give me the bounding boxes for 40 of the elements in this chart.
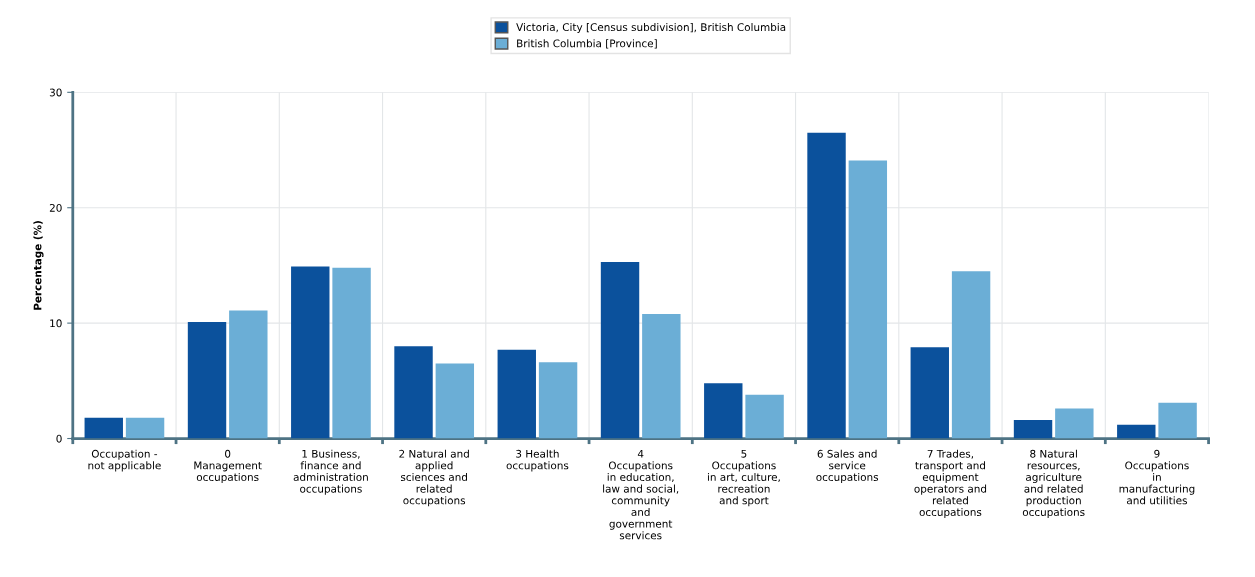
bar	[84, 417, 123, 439]
legend-label: Victoria, City [Census subdivision], British Columbia	[516, 23, 786, 34]
y-tick-label: 10	[50, 319, 62, 328]
bar	[807, 132, 846, 439]
x-tick-label: 3 Health occupations	[506, 449, 569, 472]
y-tick-label: 0	[56, 434, 62, 443]
x-tick-label: 2 Natural and applied sciences and related occupations	[399, 449, 469, 507]
x-tick-label: 8 Natural resources, agriculture and related production occupations	[1022, 449, 1085, 519]
bar	[229, 310, 268, 439]
bar	[951, 271, 991, 439]
x-tick-label: Occupation - not applicable	[88, 449, 161, 472]
x-tick-label: 9 Occupations in manufacturing and utilities	[1119, 449, 1195, 505]
bar	[125, 417, 165, 439]
bar	[1013, 420, 1053, 439]
y-tick-label: 30	[49, 88, 62, 97]
bar	[848, 160, 888, 439]
y-axis-title: Percentage (%)	[33, 221, 44, 310]
bar	[538, 362, 578, 439]
bar	[1158, 402, 1197, 439]
bar	[291, 266, 330, 439]
bar	[642, 313, 681, 439]
x-tick-label: 1 Business, finance and administration occupations	[293, 449, 368, 495]
bar	[1055, 408, 1094, 439]
bar	[910, 347, 949, 439]
y-tick-label: 20	[49, 203, 62, 212]
x-tick-label: 4 Occupations in education, law and social, community and government services	[603, 449, 679, 540]
bar	[394, 346, 433, 439]
x-tick-label: 0 Management occupations	[194, 449, 262, 484]
bar	[745, 394, 784, 439]
bar	[435, 363, 475, 439]
bar	[497, 349, 536, 439]
x-tick-label: 6 Sales and service occupations	[816, 449, 879, 484]
x-tick-label: 5 Occupations in art, culture, recreation and sport	[707, 449, 780, 507]
x-tick-label: 7 Trades, transport and equipment operators and related occupations	[914, 449, 987, 519]
bar	[187, 321, 227, 439]
legend-label: British Columbia [Province]	[517, 39, 657, 49]
bar	[704, 383, 743, 439]
bar	[1117, 424, 1156, 439]
bar	[600, 261, 640, 439]
bar	[332, 267, 371, 439]
